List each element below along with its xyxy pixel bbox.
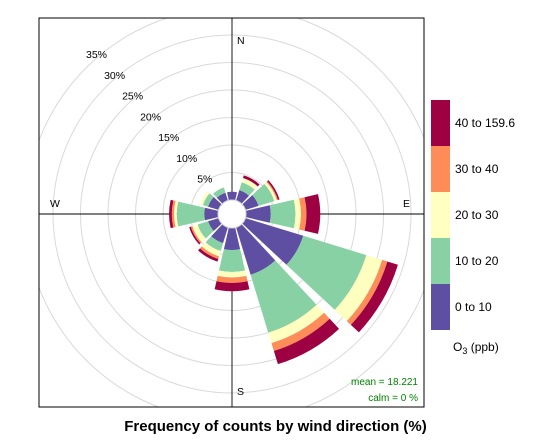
windrose-wedge-segment — [201, 242, 221, 257]
windrose-wedge-segment — [245, 205, 271, 223]
windrose-wedge-segment — [304, 194, 321, 234]
legend-swatch — [431, 284, 450, 330]
radial-tick-label: 25% — [122, 91, 143, 103]
windrose-wedge-segment — [243, 175, 260, 187]
radial-tick-label: 15% — [158, 132, 179, 144]
windrose-wedge-segment — [197, 221, 214, 239]
windrose-wedge-segment — [350, 261, 398, 333]
center-hole — [217, 199, 247, 229]
windrose-wedge-segment — [174, 200, 179, 228]
legend-title: O3 (ppb) — [453, 340, 499, 356]
windrose-wedge-segment — [211, 224, 228, 244]
windrose-wedge-segment — [189, 226, 201, 245]
radial-tick-label: 5% — [197, 174, 212, 186]
windrose-wedge-segment — [242, 218, 304, 265]
windrose-wedge-segment — [269, 199, 296, 229]
calm-stat: calm = 0 % — [368, 393, 418, 404]
legend-label: 20 to 30 — [455, 208, 499, 222]
windrose-wedge-segment — [190, 226, 202, 244]
direction-label-e: E — [403, 198, 410, 210]
windrose-wedge-segment — [169, 199, 174, 229]
legend-swatch — [431, 146, 450, 192]
chart-caption: Frequency of counts by wind direction (%… — [124, 418, 427, 435]
legend-label: 30 to 40 — [455, 162, 499, 176]
windrose-wedge-segment — [273, 318, 340, 365]
windrose-wedge-segment — [266, 181, 278, 201]
direction-label-n: N — [237, 35, 245, 47]
legend: 0 to 10 10 to 20 20 to 30 30 to 40 40 to 159… — [431, 100, 515, 330]
windrose-wedge-segment — [299, 197, 307, 231]
windrose-wedge-segment — [239, 182, 255, 196]
windrose-wedge-segment — [267, 180, 280, 200]
windrose-wedge-segment — [236, 224, 276, 275]
windrose-wedge-segment — [200, 191, 210, 206]
radial-tick-label: 30% — [104, 70, 125, 82]
windrose-wedge-segment — [208, 218, 222, 232]
windrose-wedge-segment — [216, 192, 228, 204]
windrose-wedge-segment — [346, 259, 388, 325]
windrose-wedge-segment — [236, 190, 250, 204]
windrose-wedge-segment — [217, 270, 247, 278]
radial-tick-label: 10% — [176, 153, 197, 165]
windrose-wedge-segment — [264, 181, 277, 202]
radial-tick-label: 35% — [86, 49, 107, 61]
windrose-wedge-segment — [199, 246, 220, 259]
windrose-wedge-segment — [250, 260, 317, 333]
windrose-wedge-segment — [214, 281, 250, 292]
windrose-wedge-segment — [223, 227, 241, 251]
windrose-wedge-segment — [205, 236, 224, 252]
windrose-wedge-segment — [218, 249, 246, 273]
windrose-wedge-segment — [226, 191, 238, 201]
windrose-wedge-segment — [176, 201, 205, 227]
windrose-wedge-segment — [198, 248, 219, 262]
windrose-wedge-segment — [202, 193, 214, 207]
direction-label-w: W — [50, 198, 60, 210]
windrose-wedge-segment — [268, 304, 325, 344]
windrose-wedge-segment — [216, 275, 248, 283]
windrose-wedge-segment — [213, 187, 226, 198]
windrose-wedge-segment — [293, 198, 301, 230]
windrose-wedge-segment — [208, 196, 222, 210]
plot-panel-border — [38, 17, 425, 408]
wedge-layer — [169, 175, 398, 365]
windrose-wedge-segment — [171, 200, 176, 228]
windrose-wedge-segment — [192, 224, 206, 243]
windrose-wedge-segment — [241, 177, 258, 190]
direction-label-s: S — [237, 386, 244, 398]
legend-label: 10 to 20 — [455, 254, 499, 268]
windrose-wedge-segment — [286, 235, 367, 310]
legend-swatch — [431, 238, 450, 284]
legend-label: 0 to 10 — [455, 300, 492, 314]
legend-swatch — [431, 192, 450, 238]
windrose-wedge-segment — [252, 183, 275, 206]
legend-swatch — [431, 100, 450, 146]
radial-tick-label: 20% — [140, 111, 161, 123]
windrose-wedge-segment — [204, 207, 219, 221]
windrose-wedge-segment — [334, 255, 383, 322]
radial-tick-labels: 5%10% 15% 20% 25% 30% 35% — [86, 49, 212, 186]
mean-stat: mean = 18.221 — [351, 377, 418, 388]
windrose-wedge-segment — [271, 312, 330, 351]
windrose-wedge-segment — [242, 195, 259, 210]
legend-label: 40 to 159.6 — [455, 116, 515, 130]
